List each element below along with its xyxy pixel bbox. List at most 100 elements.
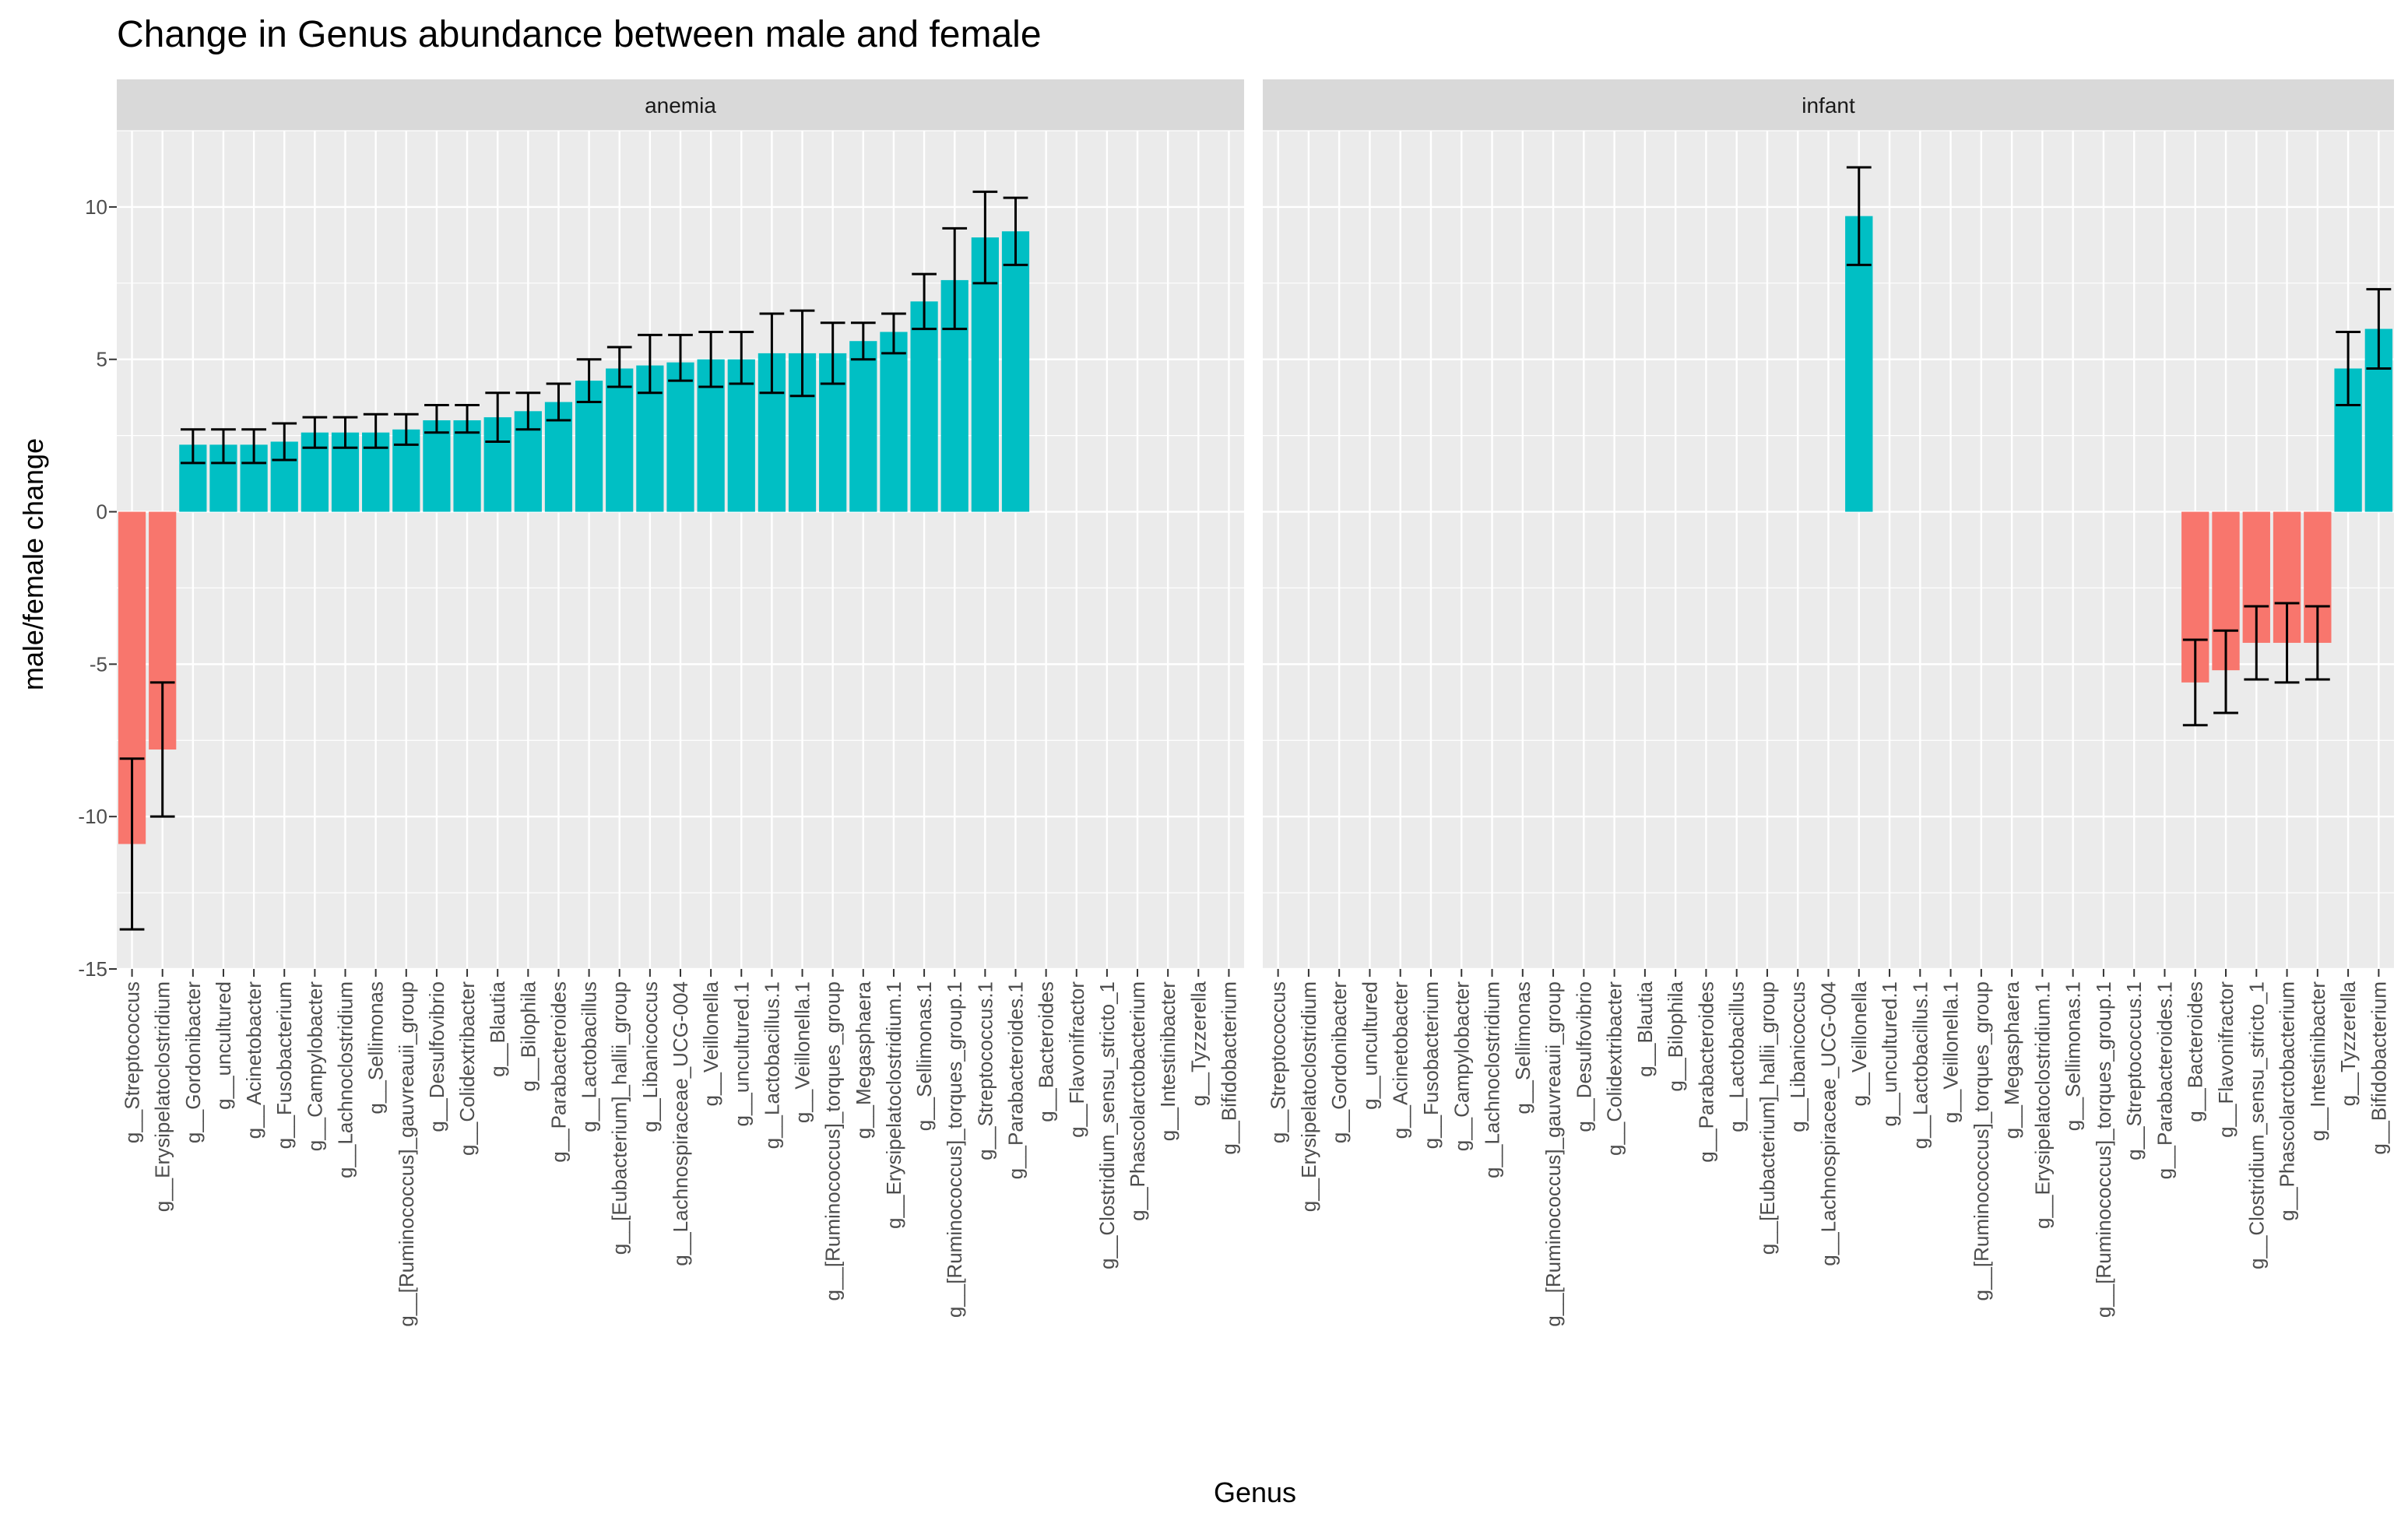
x-tick-label: g__Desulfovibrio [425,981,448,1132]
y-tick-label: 5 [97,348,107,371]
x-tick-label: g__Erysipelatoclostridium [151,981,174,1212]
x-tick-label: g__Sellimonas [1511,981,1534,1115]
x-tick-label: g__Sellimonas.1 [912,981,936,1131]
x-tick-label: g__Fusobacterium [1419,981,1443,1149]
x-tick-label: g__Veillonella [1847,981,1871,1106]
x-tick-label: g__Colidextribacter [455,981,479,1156]
error-bar [606,346,632,388]
x-tick-label: g__Megasphaera [852,981,875,1139]
error-bar [729,330,754,385]
error-bar [881,312,906,355]
bar [453,420,481,512]
x-tick-label: g__[Ruminococcus]_torques_group.1 [2092,981,2115,1318]
panels: anemia g__Streptococcus g__Erysipelatoclos… [117,79,2394,1327]
x-tick-label: g__Libanicoccus [1786,981,1809,1132]
bar [606,368,634,512]
x-tick-label: g__uncultured [1358,981,1381,1110]
error-bar [363,412,388,449]
error-bar [820,321,845,385]
x-tick-label: g__Bacteroides [2184,981,2207,1122]
x-tick-label: g__[Ruminococcus]_torques_group.1 [943,981,966,1318]
x-tick-label: g__Veillonella [699,981,722,1106]
x-tick-label: g__Phascolarctobacterium [2276,981,2299,1221]
error-bar [2366,288,2392,370]
x-tick-label: g__Intestinibacter [2306,981,2329,1142]
error-bar [698,330,723,388]
x-tick-label: g__[Eubacterium]_hallii_group [608,981,631,1255]
x-tick-label: g__Veillonella.1 [791,981,814,1123]
x-tick-label: g__Bifidobacterium [2367,981,2390,1155]
error-bar [789,309,815,398]
error-bar [759,312,785,395]
x-tick-label: g__[Ruminococcus]_torques_group [821,981,845,1301]
x-tick-label: g__Campylobacter [1450,981,1473,1152]
x-tick-label: g__Erysipelatoclostridium [1297,981,1320,1212]
error-bar [393,412,419,446]
y-tick-label: -15 [78,957,107,981]
x-tick-label: g__Parabacteroides [1694,981,1717,1163]
error-bar [455,403,480,434]
panel-anemia: anemia g__Streptococcus g__Erysipelatoclos… [117,79,1244,1327]
y-tick-label: 10 [85,195,107,219]
error-bar [211,428,236,465]
x-tick-label: g__Fusobacterium [272,981,296,1149]
y-tick-label: -10 [78,805,107,828]
x-tick-label: g__Bilophila [1664,981,1687,1091]
y-tick-label: -5 [90,652,107,676]
x-tick-label: g__Acinetobacter [242,981,265,1139]
strip-background [1263,79,2394,131]
x-tick-label: g__Flavonifractor [2214,981,2238,1138]
x-tick-label: g__Streptococcus.1 [2122,981,2146,1160]
error-bar [149,681,175,818]
x-tick-label: g__Lactobacillus.1 [1908,981,1932,1149]
y-axis-title: male/female change [17,438,49,690]
x-tick-label: g__Desulfovibrio [1572,981,1595,1132]
x-tick-label: g__Tyzzerella [1186,981,1210,1106]
error-bar [942,226,968,331]
x-tick-label: g__uncultured.1 [1878,981,1901,1126]
x-tick-label: g__Parabacteroides.1 [2153,981,2176,1179]
x-tick-label: g__Acinetobacter [1389,981,1412,1139]
error-bar [2336,330,2361,406]
x-tick-label: g__Clostridium_sensu_stricto_1 [2245,981,2268,1269]
x-tick-label: g__Bacteroides [1035,981,1058,1122]
strip-label: infant [1802,93,1855,118]
x-tick-label: g__Lachnospiraceae_UCG-004 [669,981,692,1266]
x-tick-label: g__Parabacteroides [547,981,570,1163]
x-tick-label: g__Parabacteroides.1 [1004,981,1027,1179]
y-tick-label: 0 [97,500,107,524]
x-tick-label: g__Tyzzerella [2336,981,2360,1106]
x-tick-label: g__Libanicoccus [638,981,662,1132]
error-bar [2213,629,2238,714]
error-bar [424,403,449,434]
error-bar [2182,638,2208,727]
bar [423,420,451,512]
error-bar [912,272,937,331]
x-tick-label: g__Gordonibacter [1327,981,1351,1143]
x-tick-label: g__uncultured.1 [729,981,753,1126]
x-axis-title: Genus [1214,1476,1296,1508]
error-bar [2274,602,2300,684]
error-bar [638,333,663,395]
x-tick-label: g__Bifidobacterium [1217,981,1240,1155]
x-tick-label: g__Veillonella.1 [1939,981,1963,1123]
x-tick-label: g__Lactobacillus [1725,981,1749,1132]
strip-background [117,79,1244,131]
error-bar [1846,166,1872,266]
error-bar [576,358,602,404]
x-tick-label: g__[Ruminococcus]_gauvreauii_group [1541,981,1565,1327]
error-bar [2304,605,2330,681]
error-bar [332,416,358,449]
x-tick-label: g__Gordonibacter [181,981,205,1143]
x-tick-label: g__Blautia [486,981,509,1076]
x-tick-label: g__Blautia [1633,981,1657,1076]
error-bar [850,321,876,361]
x-tick-label: g__uncultured [212,981,235,1110]
x-tick-label: g__Lachnospiraceae_UCG-004 [1817,981,1840,1266]
x-tick-label: g__Lactobacillus.1 [760,981,783,1149]
y-axis: -15 -10 -5 0 5 10 [78,195,117,981]
x-tick-label: g__Erysipelatoclostridium.1 [882,981,905,1229]
x-tick-label: g__Streptococcus [121,981,144,1143]
x-tick-label: g__Campylobacter [303,981,326,1152]
